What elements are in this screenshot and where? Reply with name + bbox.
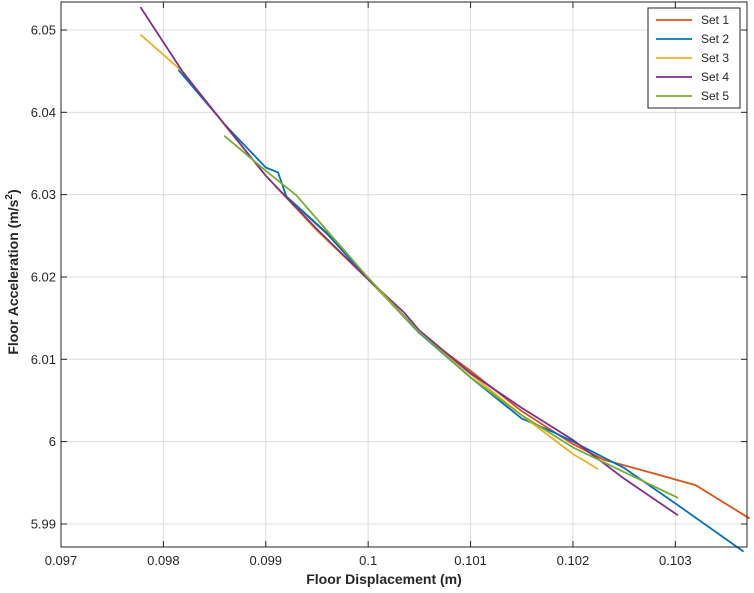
x-tick-label: 0.103	[659, 553, 692, 568]
y-tick-label: 6.05	[31, 22, 56, 37]
plot-frame	[60, 1, 748, 548]
y-tick-label: 6	[49, 434, 56, 449]
x-tick-label: 0.098	[147, 553, 180, 568]
y-axis-label-close: )	[5, 189, 21, 194]
y-axis-label-main: Floor Acceleration (m/s	[5, 199, 21, 354]
x-tick-label: 0.099	[250, 553, 283, 568]
series-line-set-4	[139, 6, 679, 516]
x-axis-ticks: 0.097 0.098 0.099 0.1 0.101 0.102 0.103	[45, 2, 692, 568]
legend-label-set-5: Set 5	[701, 89, 729, 103]
y-tick-label: 6.02	[31, 269, 56, 284]
legend-label-set-4: Set 4	[701, 70, 729, 84]
y-tick-label: 6.04	[31, 105, 56, 120]
y-tick-label: 6.03	[31, 187, 56, 202]
y-tick-label: 5.99	[31, 516, 56, 531]
x-tick-label: 0.097	[45, 553, 78, 568]
series-line-set-5	[223, 135, 679, 499]
series-group	[139, 6, 750, 553]
legend-label-set-1: Set 1	[701, 13, 729, 27]
y-axis-label-superscript: 2	[4, 194, 15, 200]
legend-label-set-2: Set 2	[701, 32, 729, 46]
x-tick-label: 0.101	[454, 553, 487, 568]
x-axis-label: Floor Displacement (m)	[306, 571, 462, 587]
y-axis-ticks: 5.99 6 6.01 6.02 6.03 6.04 6.05	[31, 22, 747, 531]
legend: Set 1 Set 2 Set 3 Set 4 Set 5	[647, 7, 741, 109]
x-tick-label: 0.1	[359, 553, 377, 568]
x-tick-label: 0.102	[557, 553, 590, 568]
legend-label-set-3: Set 3	[701, 51, 729, 65]
plot-area	[61, 2, 747, 547]
grid	[60, 2, 747, 547]
y-tick-label: 6.01	[31, 352, 56, 367]
y-axis-label: Floor Acceleration (m/s2)	[4, 189, 21, 354]
